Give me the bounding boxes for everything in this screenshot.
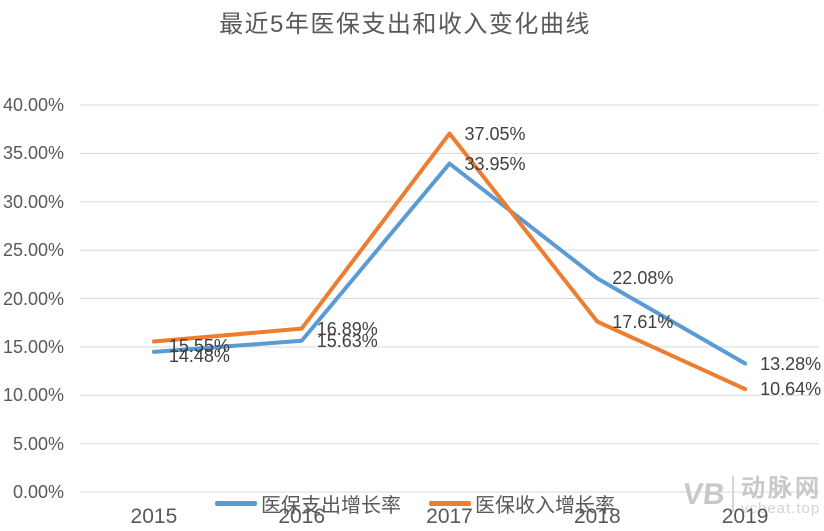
y-axis-tick: 25.00% — [2, 240, 64, 261]
data-label: 17.61% — [612, 311, 674, 332]
y-axis-tick: 35.00% — [2, 143, 64, 164]
data-label: 15.55% — [168, 335, 230, 356]
series-line-income — [151, 131, 748, 392]
x-axis-label: 2015 — [130, 505, 178, 528]
watermark-site: vcbeat.top — [741, 500, 821, 517]
y-axis-tick: 10.00% — [2, 385, 64, 406]
y-axis-tick: 40.00% — [2, 95, 64, 115]
legend-label-income: 医保收入增长率 — [475, 495, 615, 517]
data-label: 13.28% — [760, 353, 822, 374]
y-axis-tick: 5.00% — [12, 433, 64, 454]
data-label: 16.89% — [316, 318, 378, 339]
data-label: 22.08% — [612, 268, 674, 289]
legend-swatch-expenditure — [215, 501, 257, 506]
y-axis-tick: 20.00% — [2, 288, 64, 309]
legend-item-expenditure: 医保支出增长率 — [215, 489, 401, 518]
data-label: 37.05% — [464, 123, 526, 144]
data-label: 10.64% — [760, 379, 822, 400]
x-axis-label: 2016 — [278, 505, 326, 528]
x-axis-label: 2019 — [721, 505, 769, 528]
y-axis-tick: 15.00% — [2, 336, 64, 357]
legend-swatch-income — [429, 501, 471, 506]
legend-label-expenditure: 医保支出增长率 — [261, 495, 401, 517]
chart-title: 最近5年医保支出和收入变化曲线 — [219, 11, 591, 38]
data-label: 14.48% — [168, 345, 230, 366]
watermark-divider — [732, 476, 734, 512]
legend: 医保支出增长率 医保收入增长率 — [215, 489, 615, 518]
series-line-expenditure — [151, 161, 748, 366]
x-axis-label: 2017 — [426, 505, 473, 528]
data-label: 33.95% — [464, 153, 526, 174]
y-axis-tick: 30.00% — [2, 191, 64, 212]
x-axis-label: 2018 — [573, 505, 621, 528]
watermark-brand: 动脉网 — [741, 475, 822, 502]
y-axis-tick: 0.00% — [12, 482, 64, 502]
data-label: 15.63% — [316, 330, 378, 351]
watermark: VB 动脉网 vcbeat.top — [681, 476, 822, 517]
legend-item-income: 医保收入增长率 — [429, 489, 615, 518]
